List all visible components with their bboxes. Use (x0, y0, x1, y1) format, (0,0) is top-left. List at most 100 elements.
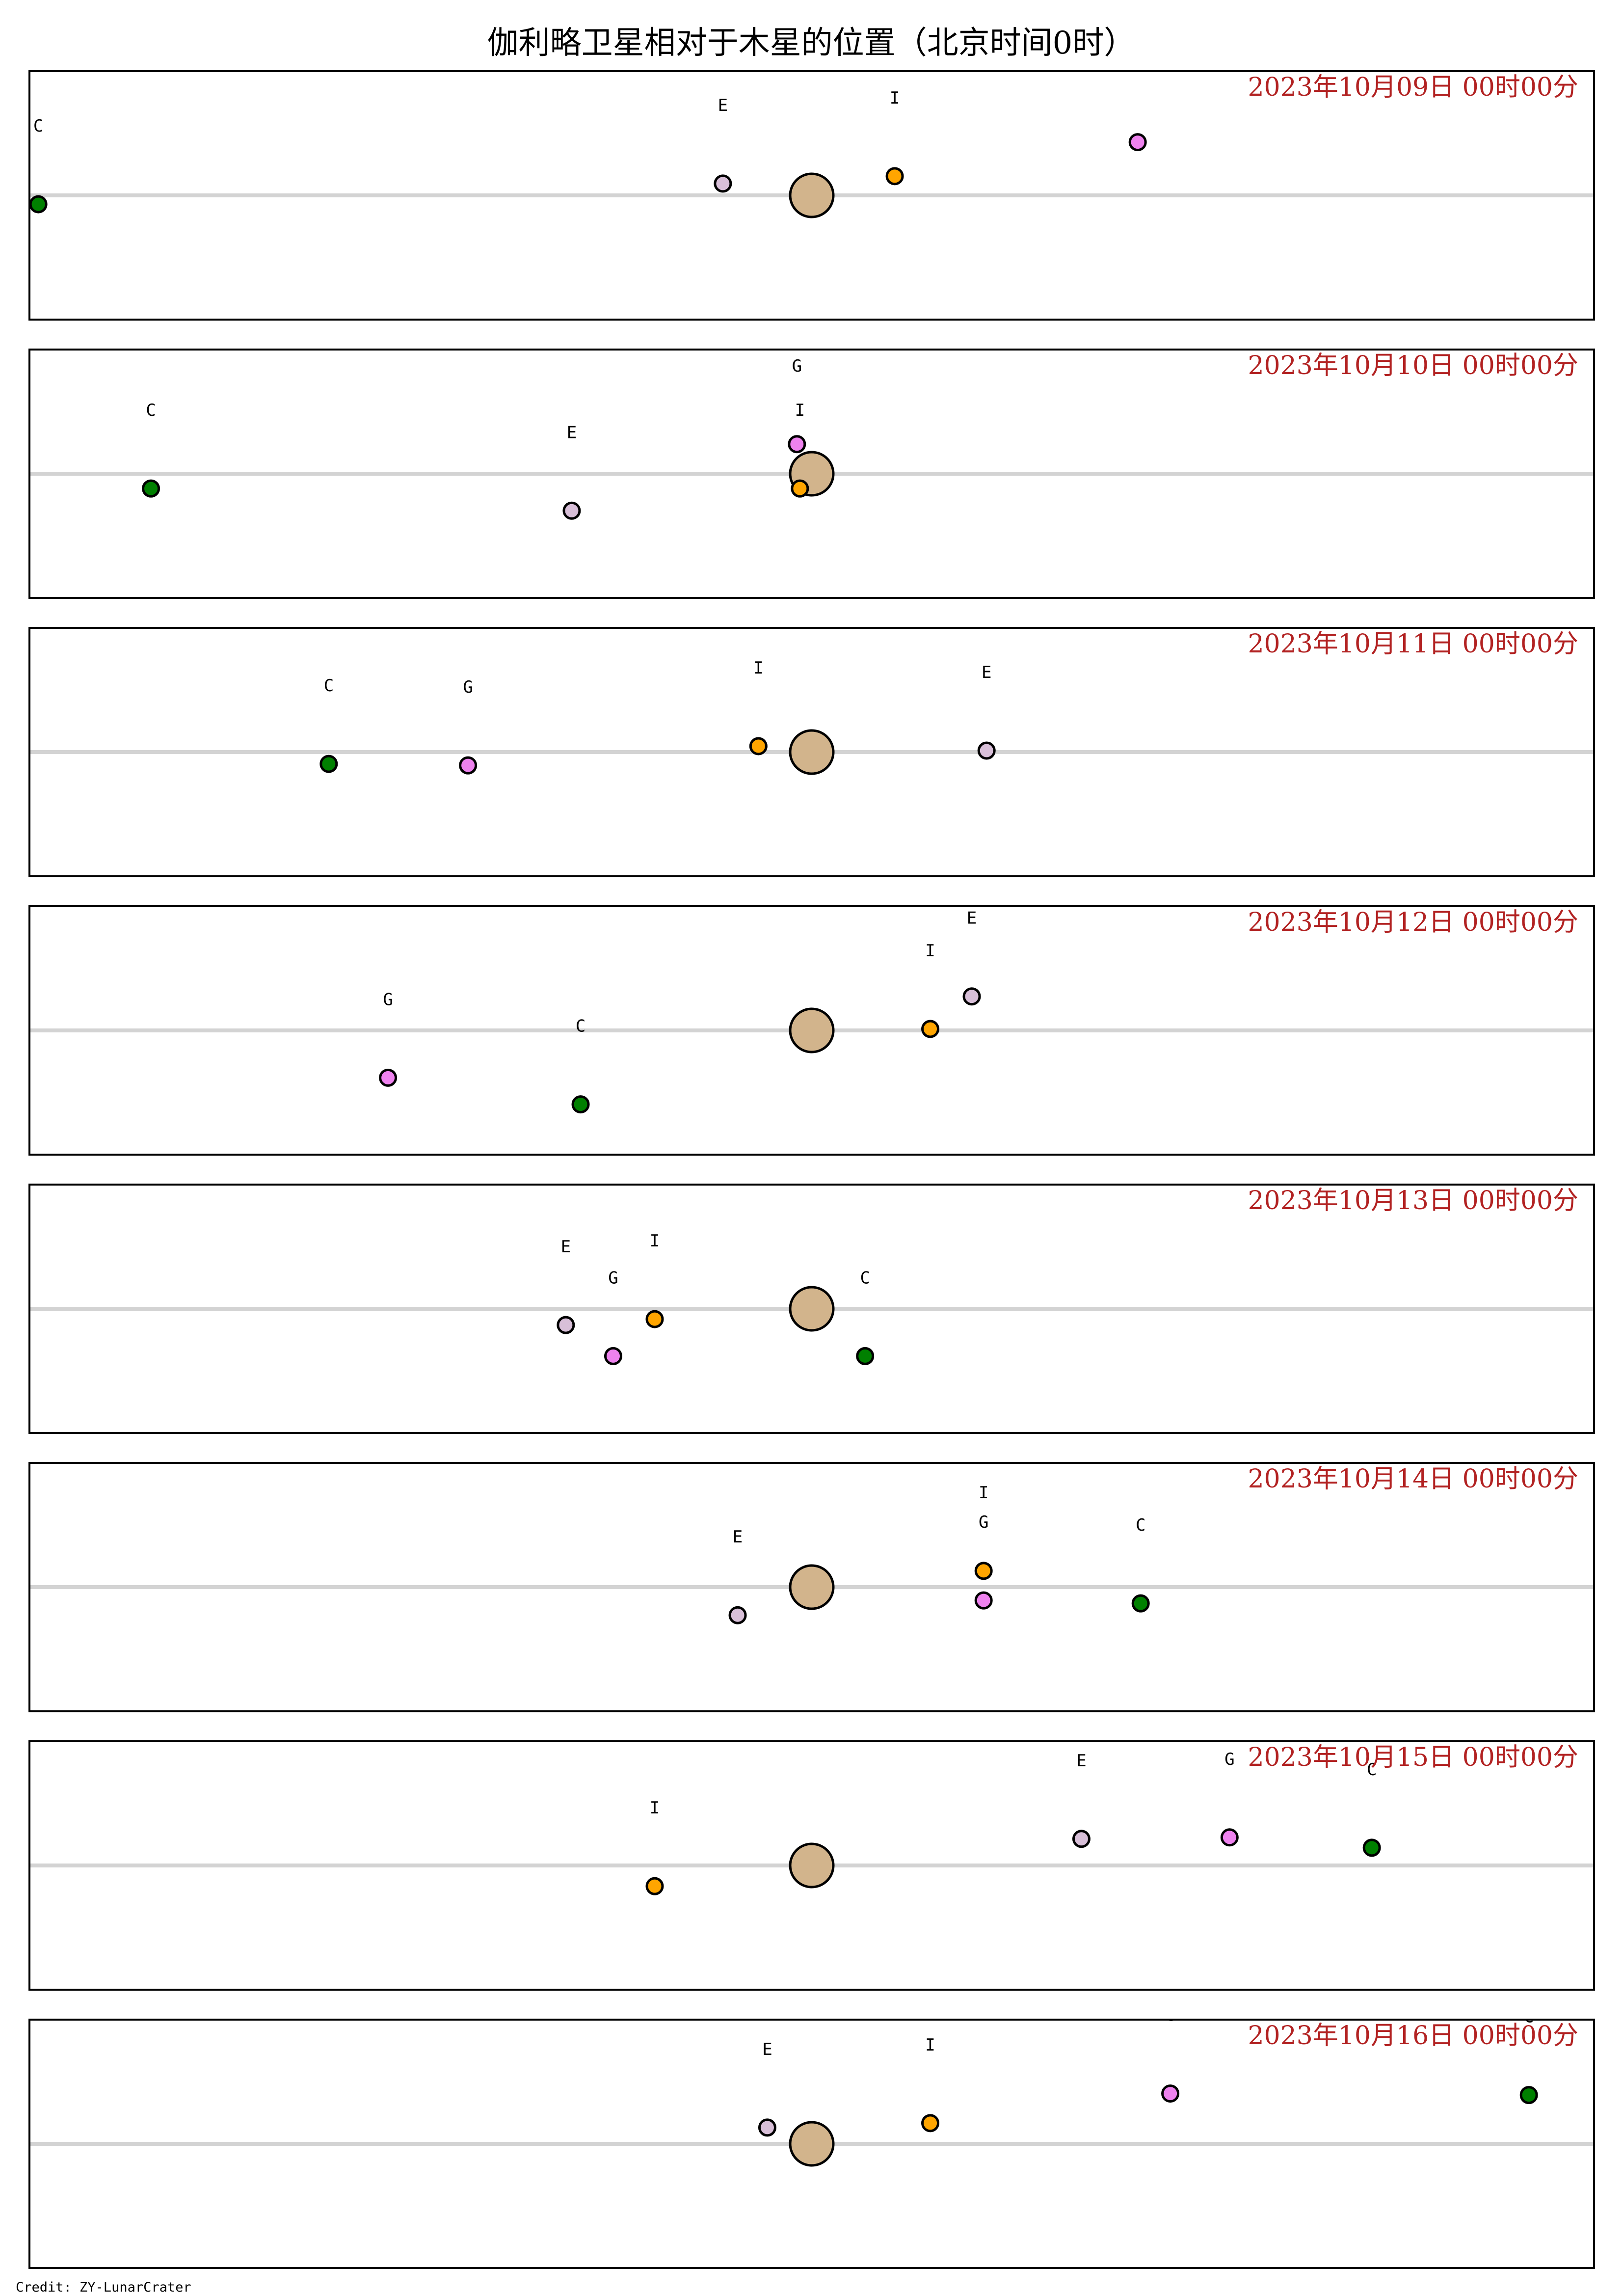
moon-E-marker (962, 987, 981, 1006)
moon-C-label: C (1524, 2007, 1534, 2027)
moon-E-label: E (567, 423, 577, 442)
moon-C-label: C (860, 1268, 870, 1288)
moon-G-label: G (1133, 54, 1143, 74)
moon-G-label: G (608, 1268, 618, 1288)
moon-E-marker (1072, 1830, 1091, 1848)
moon-G-marker (459, 756, 478, 775)
chart-title: 伽利略卫星相对于木星的位置（北京时间0时） (487, 25, 1136, 61)
panel-plot-area: I E G C (29, 356, 1594, 520)
panel-2: I E G C 2023年10月10日 00时00分 (28, 349, 1595, 599)
panel-date: 2023年10月13日 00时00分 (1248, 1186, 1578, 1216)
jupiter-disk (789, 1564, 835, 1610)
panel-border (28, 1462, 1595, 1712)
moon-G-marker (604, 1347, 622, 1365)
moon-I-marker (645, 1310, 664, 1328)
moon-I-label: I (925, 2035, 935, 2055)
panel-date: 2023年10月15日 00时00分 (1248, 1743, 1578, 1772)
panel-plot-area: I E G C (29, 1483, 1594, 1624)
jupiter-disk (789, 1842, 835, 1889)
panel-border (28, 2019, 1595, 2269)
panel-date: 2023年10月16日 00时00分 (1248, 2021, 1578, 2051)
moon-C-label: C (1136, 1515, 1145, 1535)
moon-C-label: C (576, 1017, 585, 1036)
panel-5: I E G C 2023年10月13日 00时00分 (28, 1184, 1595, 1434)
moon-E-label: E (561, 1237, 571, 1257)
panel-plot-area: I E G C (29, 1231, 1594, 1365)
panel-border (28, 627, 1595, 877)
moon-E-label: E (718, 96, 728, 115)
jupiter-disk (789, 1007, 835, 1053)
moon-G-marker (788, 435, 806, 454)
jupiter-disk (789, 729, 835, 775)
moon-I-label: I (650, 1798, 660, 1818)
jupiter-disk (789, 1286, 835, 1332)
panels: I E G C 2023年10月09日 00时00分 I E G C 2023年10月10日 00… (28, 54, 1595, 2269)
panel-border (28, 905, 1595, 1156)
moon-E-label: E (967, 909, 977, 928)
moon-I-label: I (925, 941, 935, 961)
moon-I-label: I (979, 1483, 988, 1503)
moon-C-marker (571, 1095, 590, 1114)
moon-I-label: I (650, 1231, 660, 1251)
moon-I-label: I (890, 88, 900, 108)
moon-C-marker (1362, 1838, 1381, 1857)
moon-E-label: E (982, 663, 991, 682)
moon-G-label: G (792, 356, 802, 376)
moon-E-marker (758, 2118, 776, 2137)
panel-border (28, 1184, 1595, 1434)
moon-G-label: G (979, 1513, 988, 1532)
moon-I-marker (749, 737, 768, 756)
credit-text: Credit: ZY-LunarCrater (16, 2280, 191, 2295)
panel-4: I E G C 2023年10月12日 00时00分 (28, 905, 1595, 1156)
panel-plot-area: I E G C (29, 909, 1594, 1114)
moon-G-label: G (383, 990, 393, 1009)
panel-date: 2023年10月11日 00时00分 (1248, 629, 1578, 659)
moon-G-label: G (463, 677, 473, 697)
moon-I-marker (791, 479, 809, 498)
moon-E-marker (714, 174, 732, 193)
moon-E-marker (728, 1606, 747, 1624)
moon-C-label: C (146, 401, 156, 420)
moon-C-marker (29, 195, 48, 214)
moon-C-label: C (1367, 1760, 1377, 1780)
moon-I-marker (885, 167, 904, 186)
moon-E-label: E (762, 2040, 772, 2059)
moon-C-marker (142, 479, 160, 498)
panel-1: I E G C 2023年10月09日 00时00分 (28, 54, 1595, 321)
moon-C-marker (856, 1347, 875, 1365)
moon-I-marker (974, 1562, 993, 1580)
panel-date: 2023年10月10日 00时00分 (1248, 351, 1578, 380)
moon-I-label: I (753, 658, 763, 678)
panel-border (28, 70, 1595, 321)
panel-plot-area: I E G C (29, 2006, 1594, 2167)
panel-plot-area: I E G C (29, 54, 1594, 218)
moon-G-label: G (1165, 2006, 1175, 2026)
moon-C-label: C (33, 116, 43, 136)
panel-3: I E G C 2023年10月11日 00时00分 (28, 627, 1595, 877)
panel-border (28, 1740, 1595, 1991)
panel-border (28, 349, 1595, 599)
moon-G-marker (1220, 1828, 1239, 1847)
moon-E-marker (557, 1316, 575, 1334)
moon-C-marker (1519, 2086, 1538, 2105)
panel-date: 2023年10月12日 00时00分 (1248, 908, 1578, 937)
moon-C-label: C (324, 676, 334, 696)
moon-E-marker (562, 501, 581, 520)
moon-E-marker (977, 741, 996, 760)
moon-I-marker (921, 2114, 940, 2133)
panel-6: I E G C 2023年10月14日 00时00分 (28, 1462, 1595, 1712)
moon-E-label: E (1076, 1751, 1086, 1771)
moon-G-marker (1128, 133, 1147, 152)
moon-C-marker (319, 755, 338, 773)
jupiter-disk (789, 172, 835, 218)
moon-C-marker (1131, 1594, 1150, 1613)
moon-I-label: I (795, 401, 805, 420)
moon-E-label: E (733, 1527, 743, 1547)
jupiter-disk (789, 2121, 835, 2167)
moon-G-marker (379, 1068, 398, 1087)
moon-G-marker (974, 1591, 993, 1610)
